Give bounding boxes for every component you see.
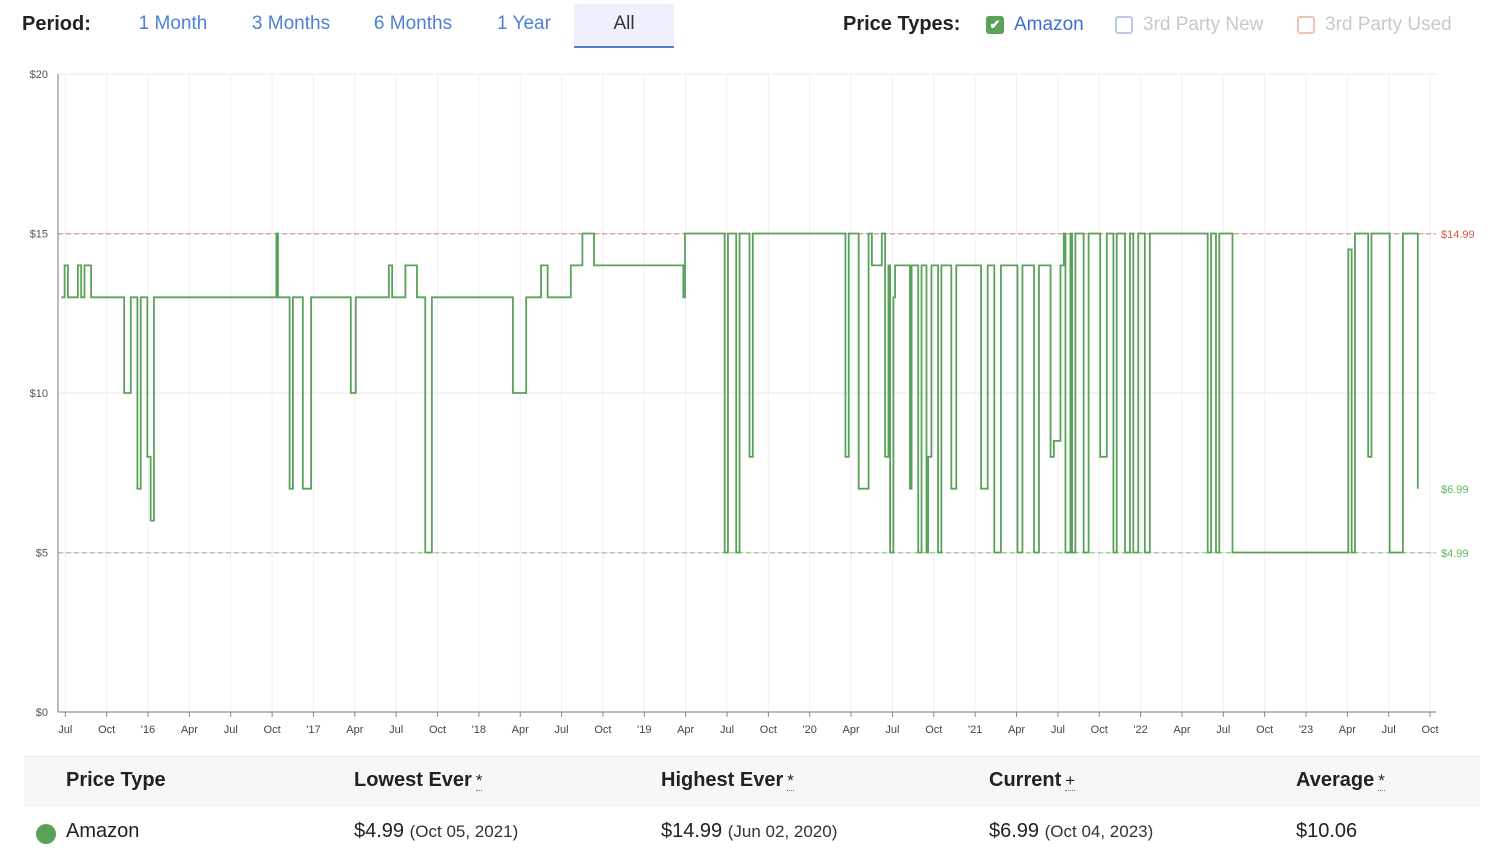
x-tick-label: Oct bbox=[594, 724, 611, 736]
price-type-3rd-party-used-label: 3rd Party Used bbox=[1325, 14, 1452, 35]
info-mark[interactable]: * bbox=[787, 771, 794, 791]
header-highest-ever: Highest Ever * bbox=[661, 769, 794, 791]
x-tick-label: '22 bbox=[1133, 724, 1147, 736]
header-price-type: Price Type bbox=[66, 769, 166, 791]
x-tick-label: '16 bbox=[141, 724, 155, 736]
x-tick-label: Jul bbox=[58, 724, 72, 736]
y-tick-label: $0 bbox=[36, 707, 48, 719]
period-label: Period: bbox=[22, 13, 91, 35]
price-type-3rd-party-new-label: 3rd Party New bbox=[1143, 14, 1264, 35]
x-tick-label: Jul bbox=[555, 724, 569, 736]
table-header-row: Price Type Lowest Ever * Highest Ever * Cu… bbox=[24, 757, 1480, 807]
row-price-type: Amazon bbox=[66, 820, 140, 842]
x-tick-label: Apr bbox=[677, 724, 694, 736]
header-current: Current + bbox=[989, 769, 1076, 791]
price-type-3rd-party-new-toggle[interactable]: 3rd Party New bbox=[1115, 13, 1263, 37]
row-average: $10.06 bbox=[1296, 820, 1358, 842]
price-type-amazon-label: Amazon bbox=[1014, 14, 1084, 35]
x-tick-label: Oct bbox=[1256, 724, 1273, 736]
header-average: Average * bbox=[1296, 769, 1385, 791]
x-tick-label: Oct bbox=[925, 724, 942, 736]
amazon-color-dot-icon bbox=[36, 824, 56, 844]
x-tick-label: Apr bbox=[1173, 724, 1190, 736]
row-highest-ever: $14.99 (Jun 02, 2020) bbox=[661, 820, 838, 842]
x-tick-label: '19 bbox=[637, 724, 651, 736]
price-type-amazon-toggle[interactable]: ✔ Amazon bbox=[986, 13, 1084, 37]
price-type-3rd-party-used-toggle[interactable]: 3rd Party Used bbox=[1297, 13, 1452, 37]
x-tick-label: Apr bbox=[181, 724, 198, 736]
x-tick-label: Jul bbox=[1382, 724, 1396, 736]
x-tick-label: Oct bbox=[760, 724, 777, 736]
y-tick-label: $10 bbox=[30, 388, 48, 400]
x-tick-label: Oct bbox=[264, 724, 281, 736]
x-tick-label: Apr bbox=[1339, 724, 1356, 736]
x-tick-label: Oct bbox=[1091, 724, 1108, 736]
x-tick-label: Jul bbox=[720, 724, 734, 736]
period-1-month-button[interactable]: 1 Month bbox=[138, 13, 208, 34]
x-tick-label: Jul bbox=[389, 724, 403, 736]
row-lowest-ever: $4.99 (Oct 05, 2021) bbox=[354, 820, 519, 842]
x-tick-label: Jul bbox=[1216, 724, 1230, 736]
x-tick-label: '21 bbox=[968, 724, 982, 736]
period-1-year-button[interactable]: 1 Year bbox=[497, 13, 551, 34]
x-tick-label: Apr bbox=[1008, 724, 1025, 736]
x-tick-label: Jul bbox=[885, 724, 899, 736]
info-mark[interactable]: * bbox=[475, 771, 483, 791]
y-tick-label: $15 bbox=[30, 229, 48, 241]
filter-bar: Period: 1 Month 3 Months 6 Months 1 Year… bbox=[0, 0, 1498, 52]
x-tick-label: Apr bbox=[843, 724, 860, 736]
header-lowest-ever: Lowest Ever * bbox=[354, 769, 483, 791]
price-history-chart: $0 $5 $10 $15 $20 Jul Oct '16 Apr Jul Oct '17 Apr Jul… bbox=[30, 69, 1475, 736]
x-tick-label: Apr bbox=[512, 724, 529, 736]
row-current: $6.99 (Oct 04, 2023) bbox=[989, 820, 1154, 842]
x-tick-label: Oct bbox=[1422, 724, 1439, 736]
info-mark[interactable]: * bbox=[1378, 771, 1385, 791]
checkbox-unchecked-icon[interactable] bbox=[1115, 16, 1133, 34]
x-tick-label: Jul bbox=[1051, 724, 1065, 736]
x-tick-label: '17 bbox=[306, 724, 320, 736]
x-tick-label: Oct bbox=[98, 724, 115, 736]
price-types-label: Price Types: bbox=[843, 13, 961, 35]
period-6-months-button[interactable]: 6 Months bbox=[373, 13, 453, 34]
price-summary-table: Price Type Lowest Ever * Highest Ever * Cu… bbox=[24, 756, 1480, 857]
x-tick-label: '18 bbox=[472, 724, 486, 736]
x-tick-label: '23 bbox=[1299, 724, 1313, 736]
current-price-label: $6.99 bbox=[1441, 484, 1469, 496]
reference-line-label: $4.99 bbox=[1441, 548, 1469, 560]
period-3-months-button[interactable]: 3 Months bbox=[251, 13, 331, 34]
checkbox-checked-icon[interactable]: ✔ bbox=[986, 16, 1004, 34]
period-all-button[interactable]: All bbox=[574, 4, 674, 48]
y-tick-label: $5 bbox=[36, 548, 48, 560]
x-tick-label: Apr bbox=[346, 724, 363, 736]
series-line-amazon bbox=[61, 232, 1419, 554]
x-tick-label: Jul bbox=[224, 724, 238, 736]
info-mark[interactable]: + bbox=[1065, 771, 1076, 791]
x-tick-label: '20 bbox=[803, 724, 817, 736]
table-row: Amazon $4.99 (Oct 05, 2021) $14.99 (Jun … bbox=[24, 807, 1480, 857]
reference-line-label: $14.99 bbox=[1441, 229, 1475, 241]
checkbox-unchecked-icon[interactable] bbox=[1297, 16, 1315, 34]
x-tick-label: Oct bbox=[429, 724, 446, 736]
y-tick-label: $20 bbox=[30, 69, 48, 81]
